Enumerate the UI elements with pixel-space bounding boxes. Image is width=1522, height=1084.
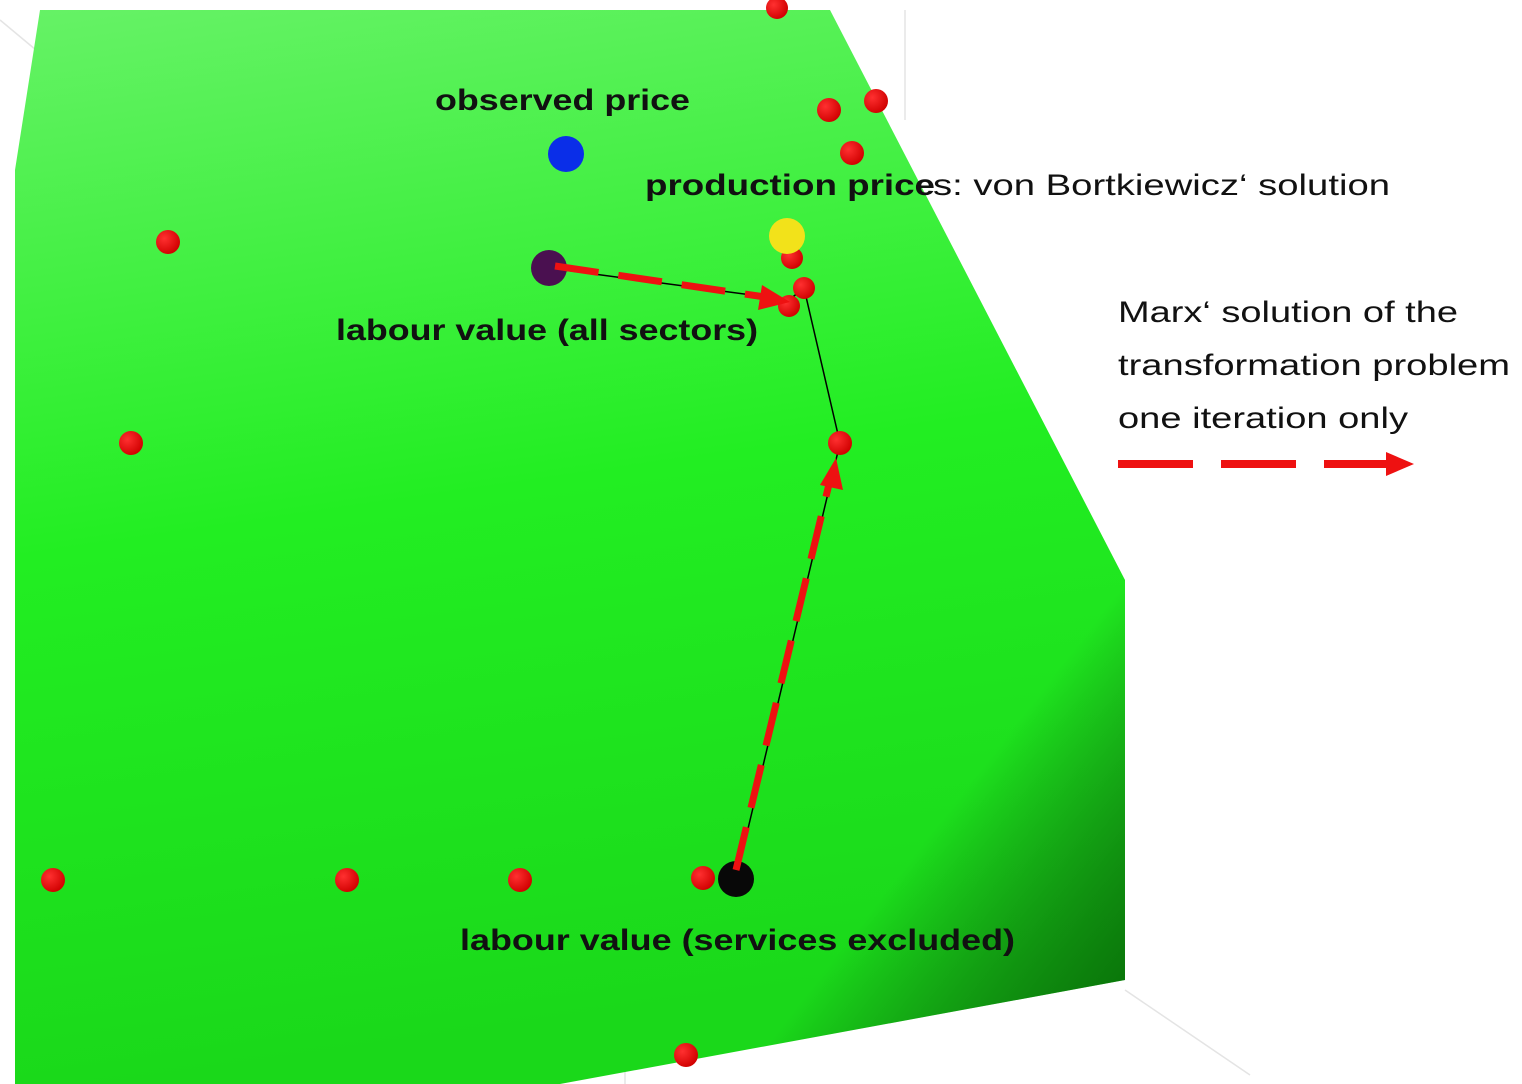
labour-all-point — [531, 250, 567, 286]
points — [41, 0, 888, 1067]
label: labour value (all sectors) — [336, 314, 758, 347]
arrowhead — [758, 285, 790, 310]
labour-services-point — [718, 861, 754, 897]
legend-text: transformation problem — [1118, 349, 1510, 382]
legend-text: Marx‘ solution of the — [1118, 296, 1458, 329]
legend-arrowhead — [1386, 452, 1414, 476]
label: labour value (services excluded) — [460, 924, 1015, 957]
legend-text: one iteration only — [1118, 402, 1408, 435]
plane-shade — [15, 10, 1125, 1084]
label: production price — [645, 169, 935, 202]
label: s: von Bortkiewicz‘ solution — [933, 169, 1390, 202]
label: observed price — [435, 84, 690, 117]
arrows — [554, 262, 834, 871]
bortkiewicz-point — [769, 218, 805, 254]
observed-point — [548, 136, 584, 172]
arrowhead — [820, 458, 843, 490]
